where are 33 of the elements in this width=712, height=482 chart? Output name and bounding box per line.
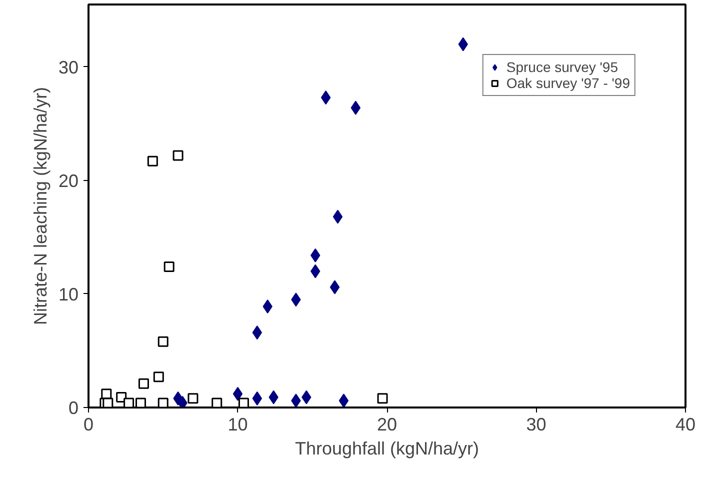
y-axis-title: Nitrate-N leaching (kgN/ha/yr) bbox=[30, 86, 50, 326]
point bbox=[338, 394, 349, 408]
point bbox=[135, 398, 146, 408]
point bbox=[158, 398, 168, 408]
legend-label: Spruce survey '95 bbox=[506, 59, 618, 75]
x-tick-label: 30 bbox=[526, 414, 546, 434]
y-tick-label: 0 bbox=[68, 398, 79, 418]
point bbox=[102, 398, 114, 408]
point bbox=[232, 386, 243, 401]
point bbox=[330, 280, 340, 294]
x-tick-label: 0 bbox=[83, 414, 94, 434]
x-tick-label: 40 bbox=[675, 414, 696, 434]
point bbox=[158, 336, 168, 347]
point bbox=[138, 378, 149, 389]
x-axis-title: Throughfall (kgN/ha/yr) bbox=[294, 438, 480, 458]
y-tick-label: 30 bbox=[58, 57, 79, 78]
point bbox=[291, 394, 301, 408]
point bbox=[164, 261, 174, 272]
point bbox=[320, 90, 331, 105]
point bbox=[377, 393, 388, 404]
y-tick-label: 20 bbox=[58, 170, 79, 191]
point bbox=[147, 156, 158, 166]
point bbox=[172, 150, 184, 161]
point bbox=[153, 372, 164, 382]
legend-label: Oak survey '97 - '99 bbox=[506, 75, 630, 91]
point bbox=[332, 210, 343, 224]
x-tick-label: 20 bbox=[376, 414, 398, 434]
point bbox=[238, 398, 249, 408]
y-tick-label: 10 bbox=[58, 284, 79, 304]
point bbox=[188, 393, 198, 404]
x-tick-label: 10 bbox=[228, 414, 248, 434]
point bbox=[124, 398, 134, 408]
point bbox=[212, 398, 222, 408]
